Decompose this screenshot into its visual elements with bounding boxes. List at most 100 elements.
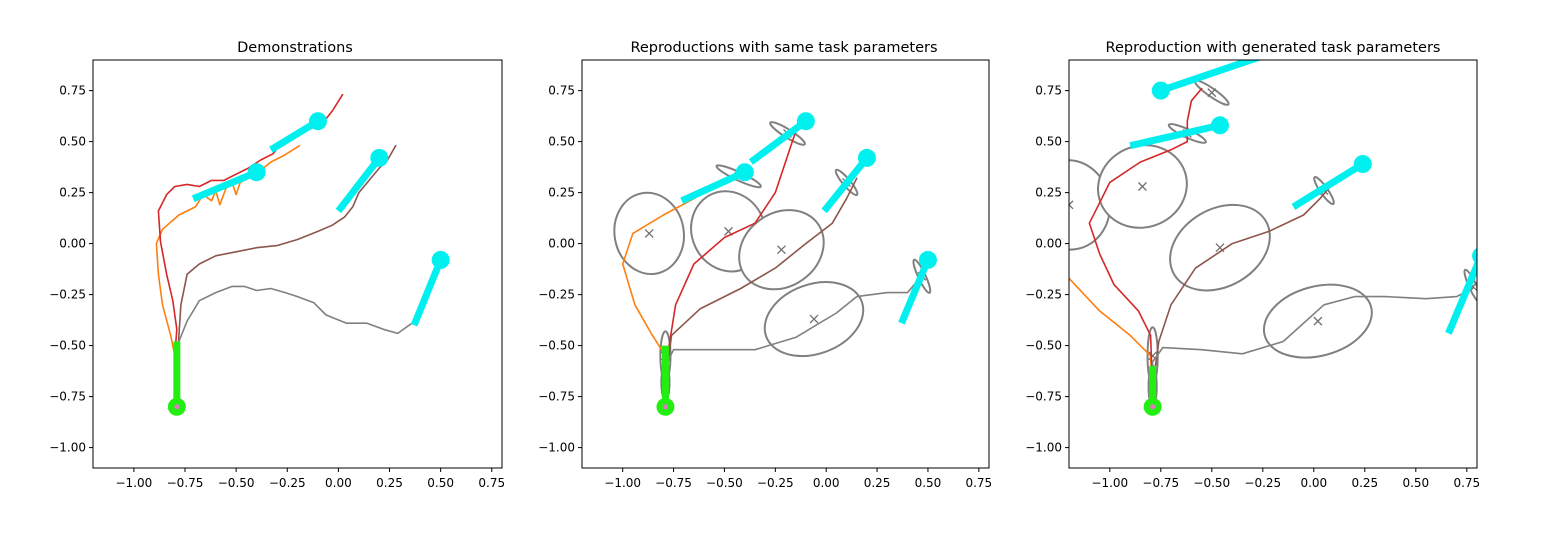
gaussian-center-marker <box>1207 88 1217 98</box>
task-frame-bar <box>335 155 383 214</box>
y-tick-label: −0.50 <box>49 339 86 353</box>
y-tick-label: −1.00 <box>49 441 86 455</box>
x-tick-label: 0.50 <box>1402 476 1429 490</box>
y-tick-label: 0.25 <box>548 186 575 200</box>
start-frame-center <box>662 404 668 410</box>
y-tick-label: 0.75 <box>1035 84 1062 98</box>
x-tick-label: −0.25 <box>1244 476 1281 490</box>
plot-area <box>613 112 937 416</box>
trajectory-line <box>664 263 925 408</box>
start-frame-center <box>1150 404 1156 410</box>
x-tick-label: −0.25 <box>757 476 794 490</box>
gaussian-center-marker <box>776 245 786 255</box>
x-tick-label: 0.25 <box>1351 476 1378 490</box>
y-tick-label: 0.25 <box>1035 186 1062 200</box>
x-tick-label: −0.50 <box>218 476 255 490</box>
y-tick-label: −0.25 <box>49 288 86 302</box>
x-tick-label: −0.50 <box>706 476 743 490</box>
x-tick-label: −1.00 <box>604 476 641 490</box>
y-tick-label: 0.00 <box>1035 237 1062 251</box>
x-tick-label: 0.00 <box>813 476 840 490</box>
x-tick-label: −0.25 <box>269 476 306 490</box>
task-frame-bar <box>269 118 320 153</box>
gaussian-center-marker <box>1069 200 1074 210</box>
x-tick-label: 0.50 <box>915 476 942 490</box>
task-frame-point <box>918 250 937 269</box>
plot-area <box>1069 60 1477 416</box>
y-tick-label: −1.00 <box>1025 441 1062 455</box>
x-tick-label: −0.50 <box>1193 476 1230 490</box>
trajectory-line <box>1151 287 1474 408</box>
task-frame-bar <box>680 169 747 204</box>
y-tick-label: 0.50 <box>1035 135 1062 149</box>
x-tick-label: 0.50 <box>427 476 454 490</box>
gaussian-center-marker <box>644 228 654 238</box>
task-frame-bar <box>1291 161 1365 210</box>
y-tick-label: −0.25 <box>538 288 575 302</box>
gaussian-center-marker <box>1313 316 1323 326</box>
axes-frame <box>92 59 503 469</box>
task-frame-bar <box>1445 256 1477 335</box>
trajectory-line <box>176 263 440 408</box>
y-tick-label: −0.50 <box>538 339 575 353</box>
trajectory-line <box>1151 185 1331 388</box>
x-tick-label: −0.75 <box>167 476 204 490</box>
panel-reproductions-same: −1.00 −0.75 −0.50 −0.25 0.00 0.25 0.50 0.75 0.75… <box>538 59 992 490</box>
task-frame-point <box>735 163 754 182</box>
y-tick-label: 0.00 <box>548 237 575 251</box>
y-tick-label: 0.25 <box>59 186 86 200</box>
task-frame-point <box>1353 155 1372 174</box>
trajectory-line <box>664 177 858 388</box>
y-tick-label: −1.00 <box>538 441 575 455</box>
gaussian-center-marker <box>809 314 819 324</box>
task-frame-bar <box>898 258 932 325</box>
x-tick-label: 0.00 <box>1300 476 1327 490</box>
x-tick-label: 0.00 <box>325 476 352 490</box>
x-tick-label: −1.00 <box>1091 476 1128 490</box>
chart-title-reproduction-generated: Reproduction with generated task paramet… <box>1106 40 1441 56</box>
trajectory-line <box>664 130 797 392</box>
task-frame-point <box>796 112 815 131</box>
y-tick-label: −0.50 <box>1025 339 1062 353</box>
y-tick-label: 0.75 <box>59 84 86 98</box>
task-frame-point <box>431 250 450 269</box>
x-tick-label: 0.75 <box>1453 476 1480 490</box>
task-frame-bar <box>191 168 258 202</box>
y-tick-label: 0.00 <box>59 237 86 251</box>
task-frame-point <box>247 163 266 182</box>
trajectory-line <box>1088 87 1203 392</box>
task-frame-bar <box>1129 121 1221 150</box>
axes-frame <box>581 59 990 469</box>
task-frame-point <box>370 148 389 167</box>
task-frame-bar <box>821 155 870 214</box>
x-tick-label: 0.25 <box>376 476 403 490</box>
panel-demonstrations: −1.00 −0.75 −0.50 −0.25 0.00 0.25 0.50 0.75 0.75… <box>49 59 505 490</box>
x-tick-label: −0.75 <box>655 476 692 490</box>
chart-title-demonstrations: Demonstrations <box>237 40 353 56</box>
y-tick-label: −0.75 <box>49 390 86 404</box>
task-frame-bar <box>410 258 444 327</box>
plot-area <box>155 93 450 416</box>
x-tick-label: −0.75 <box>1142 476 1179 490</box>
task-frame-point <box>857 148 876 167</box>
task-frame-point <box>308 112 327 131</box>
y-tick-label: −0.25 <box>1025 288 1062 302</box>
x-tick-label: 0.75 <box>965 476 992 490</box>
x-tick-label: 0.75 <box>478 476 505 490</box>
start-frame-center <box>174 404 180 410</box>
y-tick-label: 0.50 <box>548 135 575 149</box>
chart-title-reproductions-same: Reproductions with same task parameters <box>630 40 937 56</box>
x-tick-label: −1.00 <box>116 476 153 490</box>
y-tick-label: −0.75 <box>538 390 575 404</box>
gaussian-center-marker <box>1137 182 1147 191</box>
task-frame-point <box>1151 81 1170 100</box>
task-frame-bar <box>748 118 808 165</box>
panel-reproduction-generated: −1.00 −0.75 −0.50 −0.25 0.00 0.25 0.50 0.75 0.75… <box>1025 59 1480 490</box>
y-tick-label: 0.75 <box>548 84 575 98</box>
task-frame-point <box>1472 247 1477 264</box>
y-tick-label: 0.50 <box>59 135 86 149</box>
task-frame-point <box>1210 116 1229 135</box>
axes-frame <box>1068 59 1478 469</box>
x-tick-label: 0.25 <box>864 476 891 490</box>
